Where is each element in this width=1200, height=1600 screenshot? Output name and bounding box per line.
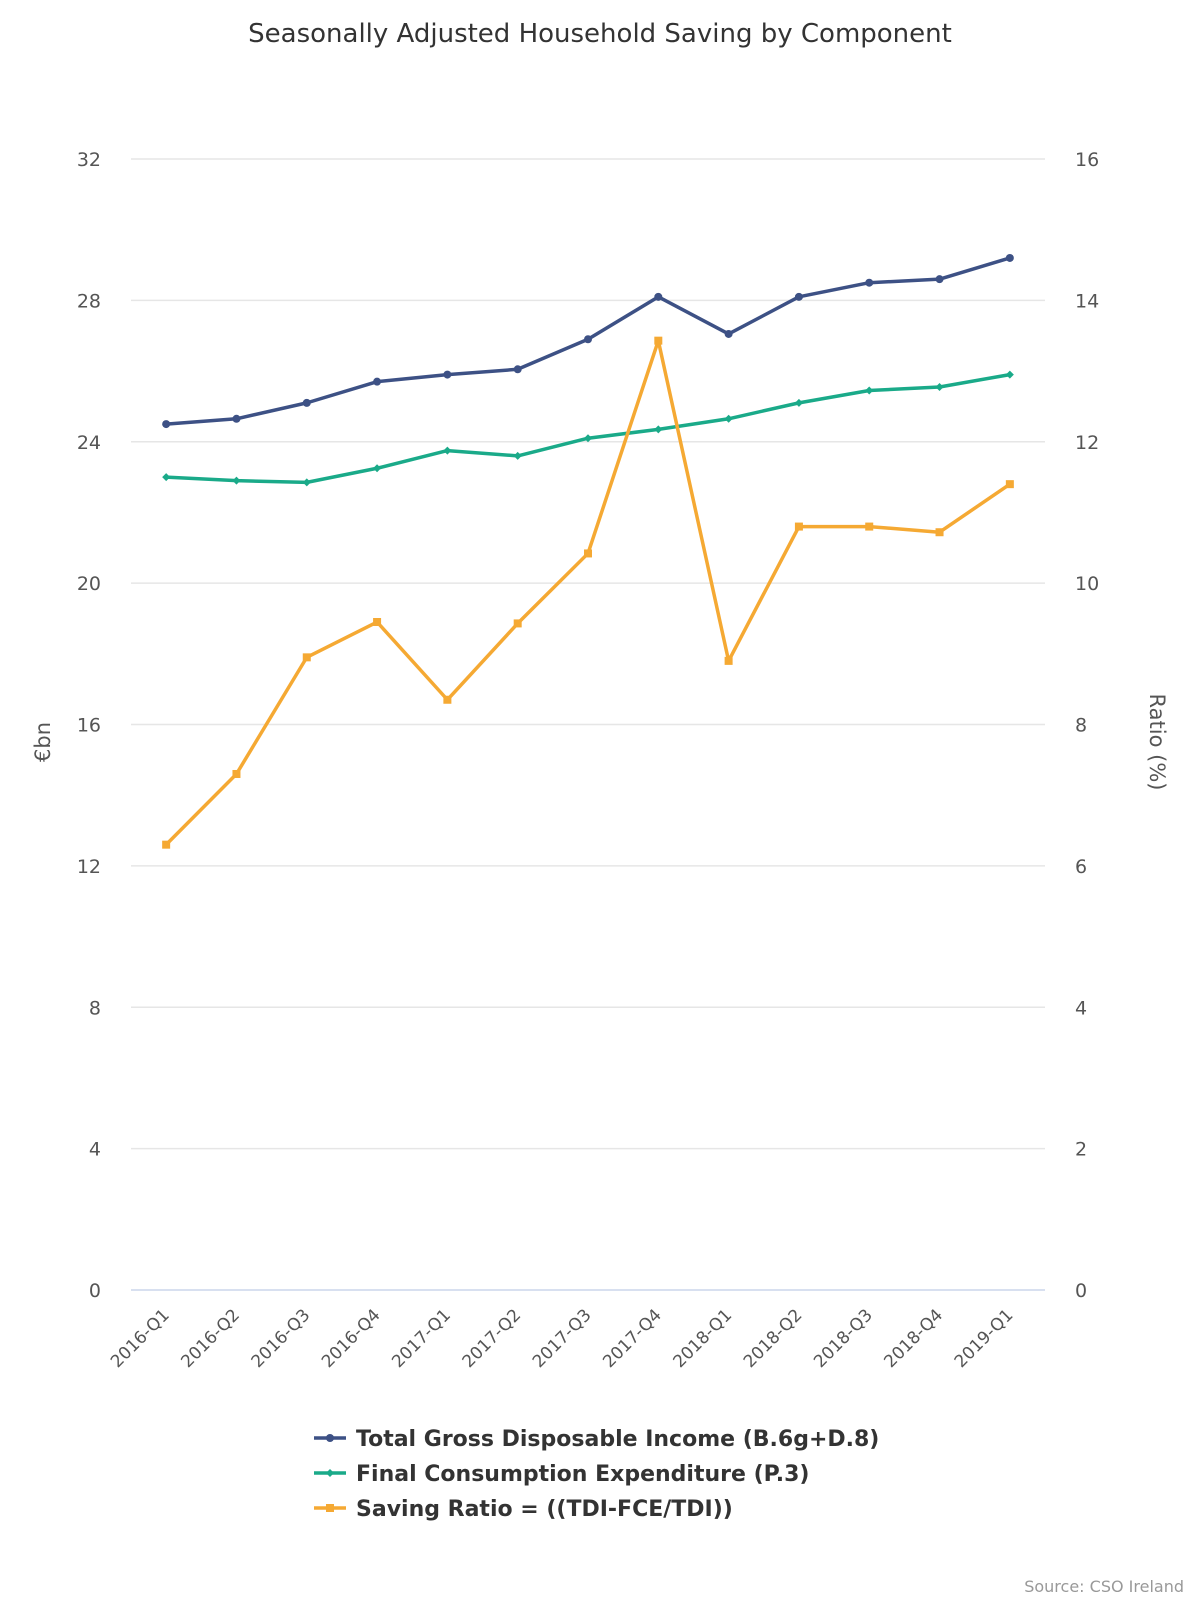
x-tick-label: 2019-Q1 <box>951 1305 1018 1372</box>
right-tick-label: 2 <box>1075 1139 1087 1161</box>
legend-label: Final Consumption Expenditure (P.3) <box>356 1462 809 1487</box>
x-tick-label: 2016-Q3 <box>248 1305 315 1372</box>
right-tick-label: 12 <box>1075 432 1099 454</box>
data-point <box>232 476 241 485</box>
left-tick-label: 8 <box>89 997 101 1019</box>
right-tick-label: 6 <box>1075 856 1087 878</box>
x-tick-label: 2017-Q1 <box>388 1305 455 1372</box>
left-tick-label: 20 <box>77 573 101 595</box>
series-line <box>164 338 1011 846</box>
data-point <box>232 414 241 423</box>
left-tick-label: 0 <box>89 1280 101 1302</box>
data-point <box>865 386 874 395</box>
x-tick-label: 2018-Q4 <box>880 1305 947 1372</box>
data-point <box>654 425 663 434</box>
right-tick-label: 4 <box>1075 997 1087 1019</box>
x-tick-label: 2016-Q4 <box>318 1305 385 1372</box>
data-point <box>584 335 592 344</box>
left-tick-label: 28 <box>77 290 101 312</box>
left-tick-label: 16 <box>77 715 101 737</box>
right-axis-title: Ratio (%) <box>1145 694 1169 791</box>
legend-label: Total Gross Disposable Income (B.6g+D.8) <box>356 1427 879 1452</box>
x-tick-label: 2018-Q2 <box>740 1305 807 1372</box>
data-point <box>162 420 171 429</box>
x-tick-label: 2017-Q3 <box>529 1305 596 1372</box>
data-point <box>302 478 311 487</box>
grid-lines <box>131 158 1045 1291</box>
data-point <box>443 695 452 704</box>
right-tick-label: 14 <box>1075 290 1099 312</box>
series-1 <box>162 253 1014 429</box>
chart-title: Seasonally Adjusted Household Saving by … <box>248 19 952 49</box>
data-point <box>865 278 874 287</box>
right-axis-ticks: 0 2 4 6 8 10 12 14 16 <box>1075 149 1099 1302</box>
data-point <box>584 434 592 443</box>
x-axis-ticks: 2016-Q1 2016-Q2 2016-Q3 2016-Q4 2017-Q1 2017-… <box>107 1305 1017 1372</box>
left-tick-label: 24 <box>77 432 101 454</box>
data-point <box>373 618 382 627</box>
legend-marker <box>326 1434 334 1442</box>
data-point <box>302 653 311 662</box>
data-point <box>443 446 452 455</box>
data-point <box>935 275 944 284</box>
data-point <box>373 464 382 473</box>
data-point <box>1005 370 1014 379</box>
x-tick-label: 2017-Q2 <box>459 1305 526 1372</box>
right-tick-label: 16 <box>1075 149 1099 171</box>
left-tick-label: 32 <box>77 149 101 171</box>
right-tick-label: 8 <box>1075 715 1087 737</box>
x-tick-label: 2016-Q2 <box>177 1305 244 1372</box>
data-point <box>935 528 944 537</box>
x-tick-label: 2018-Q3 <box>810 1305 877 1372</box>
series-line <box>166 372 1011 485</box>
data-point <box>373 377 382 386</box>
legend-marker <box>326 1469 334 1477</box>
data-point <box>794 522 803 531</box>
legend-item[interactable]: Saving Ratio = ((TDI-FCE/TDI)) <box>314 1497 733 1522</box>
x-tick-label: 2017-Q4 <box>599 1305 666 1372</box>
right-tick-label: 10 <box>1075 573 1099 595</box>
data-point <box>1005 480 1014 489</box>
data-point <box>162 473 171 482</box>
left-axis-title: €bn <box>31 722 55 762</box>
right-tick-label: 0 <box>1075 1280 1087 1302</box>
data-point <box>865 522 874 531</box>
legend-item[interactable]: Total Gross Disposable Income (B.6g+D.8) <box>314 1427 879 1452</box>
data-point <box>232 769 241 778</box>
data-point <box>1005 253 1014 262</box>
data-point <box>162 840 171 849</box>
series-layer <box>162 253 1014 849</box>
data-point <box>584 549 592 558</box>
data-point <box>654 292 663 301</box>
data-point <box>935 382 944 391</box>
data-point <box>513 451 522 460</box>
data-point <box>724 656 733 665</box>
data-point <box>302 398 311 407</box>
legend-marker <box>326 1504 334 1512</box>
series-3 <box>162 336 1014 849</box>
source-credit: Source: CSO Ireland <box>1024 1577 1184 1596</box>
left-axis-ticks: 0 4 8 12 16 20 24 28 32 <box>77 149 101 1302</box>
x-tick-label: 2018-Q1 <box>670 1305 737 1372</box>
left-tick-label: 12 <box>77 856 101 878</box>
left-tick-label: 4 <box>89 1139 101 1161</box>
legend: Total Gross Disposable Income (B.6g+D.8)… <box>314 1427 879 1522</box>
data-point <box>654 336 663 345</box>
series-2 <box>162 370 1014 487</box>
data-point <box>794 398 803 407</box>
data-point <box>443 370 452 379</box>
data-point <box>513 619 522 628</box>
x-tick-label: 2016-Q1 <box>107 1305 174 1372</box>
legend-item[interactable]: Final Consumption Expenditure (P.3) <box>314 1462 809 1487</box>
data-point <box>513 365 522 374</box>
data-point <box>794 292 803 301</box>
data-point <box>724 329 733 338</box>
legend-label: Saving Ratio = ((TDI-FCE/TDI)) <box>356 1497 733 1522</box>
data-point <box>724 414 733 423</box>
